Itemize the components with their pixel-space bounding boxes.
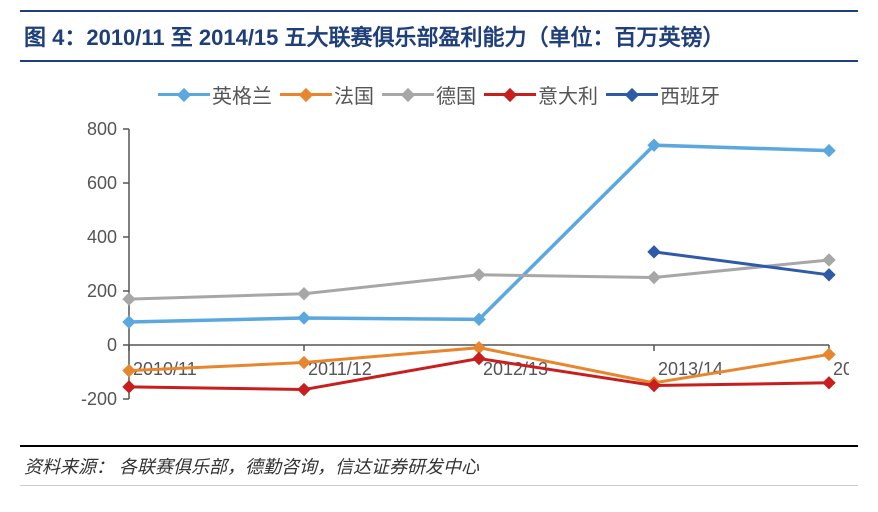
legend-swatch-italy — [484, 90, 536, 100]
legend-swatch-germany — [382, 90, 434, 100]
series-marker-england — [823, 145, 835, 157]
legend-label-italy: 意大利 — [538, 80, 598, 109]
legend-item-germany: 德国 — [382, 80, 476, 109]
legend-item-spain: 西班牙 — [606, 80, 720, 109]
legend: 英格兰 法国 德国 意大利 西班牙 — [20, 80, 858, 109]
chart-title: 图 4：2010/11 至 2014/15 五大联赛俱乐部盈利能力（单位：百万英… — [20, 10, 858, 62]
series-marker-spain — [823, 269, 835, 281]
series-marker-germany — [298, 288, 310, 300]
y-tick-label: 0 — [107, 335, 117, 355]
legend-label-spain: 西班牙 — [660, 80, 720, 109]
chart-area: -20002004006008002010/112011/122012/1320… — [29, 119, 849, 439]
series-marker-england — [123, 316, 135, 328]
legend-item-england: 英格兰 — [158, 80, 272, 109]
series-marker-germany — [123, 293, 135, 305]
x-tick-label: 2014/15 — [833, 359, 849, 379]
series-marker-spain — [648, 246, 660, 258]
series-marker-italy — [123, 381, 135, 393]
source: 资料来源： 各联赛俱乐部，德勤咨询，信达证券研发中心 — [20, 445, 858, 486]
series-marker-germany — [473, 269, 485, 281]
legend-swatch-france — [280, 90, 332, 100]
y-tick-label: 200 — [87, 281, 117, 301]
y-tick-label: 600 — [87, 173, 117, 193]
y-tick-label: -200 — [81, 389, 117, 409]
legend-label-england: 英格兰 — [212, 80, 272, 109]
series-marker-england — [298, 312, 310, 324]
series-marker-germany — [648, 272, 660, 284]
line-chart: -20002004006008002010/112011/122012/1320… — [29, 119, 849, 439]
legend-swatch-england — [158, 90, 210, 100]
series-marker-italy — [298, 384, 310, 396]
y-tick-label: 400 — [87, 227, 117, 247]
legend-swatch-spain — [606, 90, 658, 100]
legend-label-germany: 德国 — [436, 80, 476, 109]
legend-item-italy: 意大利 — [484, 80, 598, 109]
y-tick-label: 800 — [87, 119, 117, 139]
series-marker-germany — [823, 254, 835, 266]
legend-label-france: 法国 — [334, 80, 374, 109]
source-text: 各联赛俱乐部，德勤咨询，信达证券研发中心 — [119, 457, 479, 477]
legend-item-france: 法国 — [280, 80, 374, 109]
source-label: 资料来源： — [24, 457, 114, 477]
